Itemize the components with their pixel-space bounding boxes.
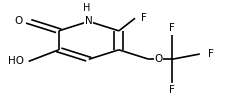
Text: F: F	[141, 13, 147, 23]
Text: H: H	[83, 3, 91, 13]
Text: O: O	[14, 16, 22, 26]
Text: F: F	[169, 85, 175, 95]
Text: HO: HO	[8, 56, 24, 66]
Text: N: N	[85, 16, 93, 26]
Text: F: F	[169, 23, 175, 33]
Text: F: F	[208, 49, 214, 59]
Text: O: O	[154, 54, 162, 64]
